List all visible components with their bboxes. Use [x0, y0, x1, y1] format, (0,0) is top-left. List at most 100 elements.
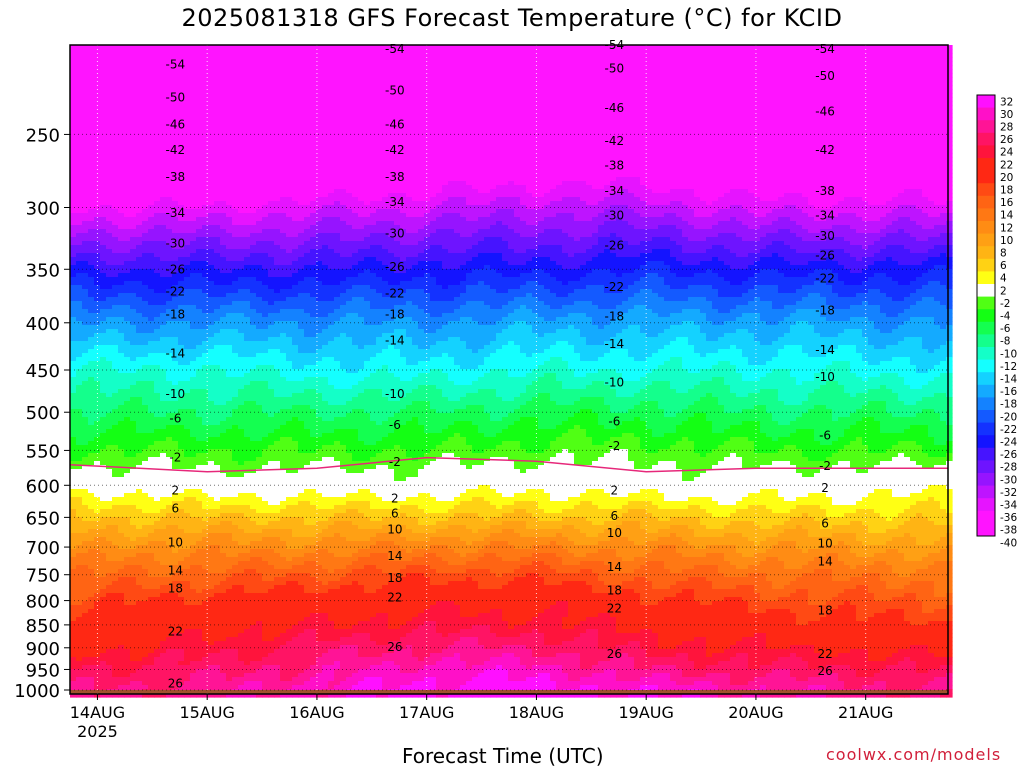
contour-label: -46 — [605, 101, 625, 115]
contour-label: -14 — [605, 337, 625, 351]
y-tick-label: 1000 — [14, 681, 60, 702]
y-tick-label: 950 — [26, 660, 60, 681]
contour-label: -34 — [815, 208, 835, 222]
colorbar-tick-label: -14 — [1000, 374, 1017, 386]
contour-label: 26 — [607, 647, 622, 661]
colorbar-tick-label: -32 — [1000, 487, 1017, 499]
contour-label: -6 — [169, 412, 181, 426]
contour-label: -6 — [819, 429, 831, 443]
colorbar-tick-label: -2 — [1000, 298, 1010, 310]
contour-label: -42 — [605, 134, 625, 148]
contour-label: -18 — [166, 308, 186, 322]
x-tick-label: 16AUG — [289, 703, 344, 722]
contour-label: -50 — [815, 69, 835, 83]
colorbar-tick-label: -12 — [1000, 361, 1017, 373]
colorbar-tick-label: 4 — [1000, 273, 1007, 285]
contour-label: -38 — [166, 170, 186, 184]
contour-label: -6 — [608, 415, 620, 429]
y-tick-label: 750 — [26, 566, 60, 587]
contour-label: -22 — [166, 285, 186, 299]
contour-label: -34 — [605, 184, 625, 198]
colorbar-swatch — [977, 384, 995, 398]
ground-band — [70, 690, 948, 694]
y-tick-label: 550 — [26, 441, 60, 462]
colorbar-swatch — [977, 296, 995, 310]
colorbar-swatch — [977, 347, 995, 360]
colorbar-tick-label: -38 — [1000, 525, 1017, 537]
contour-label: -46 — [815, 104, 835, 118]
contour-label: -26 — [605, 239, 625, 253]
freezing-level-line — [69, 456, 948, 473]
colorbar-swatch — [977, 410, 995, 423]
contour-label: 14 — [817, 555, 832, 569]
contour-label: -10 — [815, 370, 835, 384]
contour-label: 26 — [817, 664, 832, 678]
contour-label: 26 — [168, 677, 183, 691]
colorbar-tick-label: -20 — [1000, 411, 1017, 423]
contour-label: -2 — [608, 439, 620, 453]
contour-label: 6 — [172, 502, 180, 516]
colorbar-swatch — [977, 309, 995, 323]
contour-label: -14 — [815, 343, 835, 357]
contour-label: -38 — [815, 184, 835, 198]
contour-label: 18 — [817, 603, 832, 617]
contour-label: -2 — [389, 455, 401, 469]
colorbar-tick-label: 30 — [1000, 109, 1013, 121]
chart-title: 2025081318 GFS Forecast Temperature (°C)… — [0, 4, 1024, 32]
colorbar-swatch — [977, 258, 995, 272]
contour-label: -50 — [166, 91, 186, 105]
y-tick-label: 350 — [26, 260, 60, 281]
colorbar-tick-label: -6 — [1000, 323, 1011, 335]
contour-label: 6 — [821, 516, 829, 530]
colorbar-swatch — [977, 447, 995, 461]
x-tick-label: 15AUG — [179, 703, 234, 722]
contour-label: 10 — [168, 535, 183, 549]
contour-label: 22 — [607, 602, 622, 616]
y-tick-label: 300 — [26, 198, 60, 219]
colorbar-swatch — [977, 473, 995, 486]
y-tick-label: 650 — [26, 508, 60, 529]
credit-link[interactable]: coolwx.com/models — [826, 745, 1001, 764]
contour-label: -18 — [605, 310, 625, 324]
contour-label: -18 — [385, 308, 405, 322]
colorbar-swatch — [977, 107, 995, 121]
contour-label: -30 — [605, 208, 625, 222]
colorbar-tick-label: 18 — [1000, 185, 1013, 197]
colorbar-swatch — [977, 271, 995, 285]
colorbar-tick-label: -18 — [1000, 399, 1017, 411]
colorbar-swatch — [977, 397, 995, 411]
contour-label: -10 — [385, 387, 405, 401]
contour-label: -26 — [166, 262, 186, 276]
contour-label: -14 — [166, 347, 186, 361]
colorbar-tick-label: -36 — [1000, 512, 1017, 524]
x-tick-label: 20AUG — [728, 703, 783, 722]
contour-label: -46 — [385, 118, 405, 132]
colorbar-tick-label: 2 — [1000, 285, 1007, 297]
contour-label: 6 — [611, 509, 619, 523]
colorbar-tick-label: 28 — [1000, 122, 1013, 134]
contour-label: 10 — [817, 537, 832, 551]
colorbar-tick-label: 32 — [1000, 96, 1013, 108]
colorbar-swatch — [977, 498, 995, 512]
contour-label: 2 — [611, 484, 619, 498]
colorbar-tick-label: -34 — [1000, 500, 1017, 512]
contour-label: -50 — [605, 61, 625, 75]
colorbar-tick-label: -30 — [1000, 474, 1017, 486]
y-tick-label: 450 — [26, 361, 60, 382]
contour-label: -42 — [166, 143, 186, 157]
contour-label: 22 — [168, 624, 183, 638]
colorbar-swatch — [977, 170, 995, 184]
y-tick-label: 400 — [26, 314, 60, 335]
contour-label: 2 — [391, 491, 399, 505]
contour-label: -30 — [166, 236, 186, 250]
colorbar-tick-label: -8 — [1000, 336, 1010, 348]
colorbar-swatch — [977, 233, 995, 247]
contour-label: -22 — [605, 280, 625, 294]
contour-label: -22 — [385, 287, 405, 301]
contour-label: 14 — [607, 560, 622, 574]
contour-label: -30 — [385, 226, 405, 240]
contour-label: 18 — [607, 583, 622, 597]
colorbar-tick-label: -40 — [1000, 537, 1017, 549]
contour-label: 14 — [168, 563, 183, 577]
colorbar-swatch — [977, 485, 995, 499]
